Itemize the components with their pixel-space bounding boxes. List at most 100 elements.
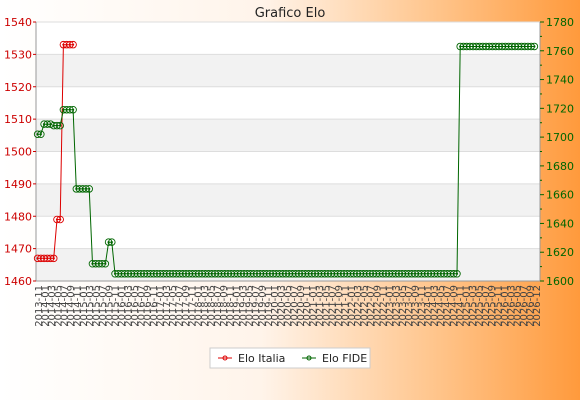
x-tick-label: 2019-01 [232, 285, 243, 327]
x-tick-label: 2016-01 [117, 285, 128, 327]
x-tick-label: 2018-07 [213, 285, 224, 327]
data-point [108, 238, 116, 246]
x-tick-label: 2017-01 [155, 285, 166, 327]
y-right-tick-label: 1720 [546, 102, 574, 115]
data-point [69, 106, 77, 114]
x-tick-label: 2020-09 [296, 285, 307, 327]
y-left-tick-label: 1520 [4, 81, 32, 94]
chart-legend: Elo Italia Elo FIDE [209, 347, 371, 369]
y-left-tick-label: 1540 [4, 16, 32, 29]
grid-band [36, 248, 540, 281]
x-tick-label: 2019-07 [251, 285, 262, 327]
x-tick-label: 2020-03 [277, 285, 288, 327]
x-tick-label: 2017-07 [175, 285, 186, 327]
x-tick-label: 2025-01 [462, 285, 473, 327]
x-tick-label: 2023-07 [404, 285, 415, 327]
x-tick-label: 2017-11 [187, 285, 198, 327]
x-tick-label: 2014-09 [66, 285, 77, 327]
y-right-tick-label: 1660 [546, 189, 574, 202]
x-tick-label: 2016-09 [143, 285, 154, 327]
data-point [56, 121, 64, 130]
y-left-tick-label: 1480 [4, 210, 32, 223]
data-point-center [104, 262, 107, 265]
x-tick-label: 2024-01 [423, 285, 434, 327]
y-right-tick-label: 1620 [546, 246, 574, 259]
x-tick-label: 2022-07 [366, 285, 377, 327]
x-tick-label: 2023-09 [411, 285, 422, 327]
data-point-center [533, 45, 536, 48]
x-tick-label: 2021-05 [321, 285, 332, 327]
grid-band [36, 54, 540, 87]
x-tick-label: 2017-09 [181, 285, 192, 327]
data-point [56, 215, 64, 224]
x-tick-label: 2024-07 [442, 285, 453, 327]
x-tick-label: 2016-03 [124, 285, 135, 327]
x-tick-label: 2015-11 [111, 285, 122, 327]
x-tick-label: 2018-11 [226, 285, 237, 327]
y-left-tick-label: 1470 [4, 243, 32, 256]
x-tick-label: 2026-09 [525, 285, 536, 327]
data-point-center [59, 218, 62, 221]
data-point-center [39, 133, 42, 136]
data-point-center [59, 124, 62, 127]
x-tick-label: 2025-03 [468, 285, 479, 327]
data-point-center [71, 108, 75, 111]
x-tick-label: 2026-05 [513, 285, 524, 327]
x-tick-label: 2025-09 [487, 285, 498, 327]
x-tick-label: 2015-05 [92, 285, 103, 327]
y-right-tick-label: 1760 [546, 45, 574, 58]
x-tick-label: 2024-05 [436, 285, 447, 327]
legend-label: Elo FIDE [322, 352, 367, 365]
x-tick-label: 2020-07 [289, 285, 300, 327]
x-tick-label: 2022-03 [353, 285, 364, 327]
series-elo-fide [33, 42, 539, 278]
x-tick-label: 2018-01 [194, 285, 205, 327]
x-tick-label: 2018-09 [219, 285, 230, 327]
x-tick-label: 2021-07 [328, 285, 339, 327]
grid-band [36, 183, 540, 217]
legend-marker [306, 355, 312, 361]
x-tick-label: 2026-03 [506, 285, 517, 327]
x-tick-label: 2015-09 [104, 285, 115, 327]
x-tick-label: 2020-11 [302, 285, 313, 327]
x-tick-label: 2024-03 [430, 285, 441, 327]
x-tick-label: 2021-01 [309, 285, 320, 327]
x-tick-label: 2016-07 [136, 285, 147, 327]
x-tick-label: 2022-05 [360, 285, 371, 327]
x-tick-label: 2023-05 [398, 285, 409, 327]
x-tick-label: 2019-09 [257, 285, 268, 327]
x-tick-label: 2014-03 [47, 285, 58, 327]
x-tick-label: 2017-05 [168, 285, 179, 327]
y-right-tick-label: 1640 [546, 217, 574, 230]
x-tick-label: 2023-11 [417, 285, 428, 327]
x-tick-label: 2022-01 [347, 285, 358, 327]
x-tick-label: 2015-01 [79, 285, 90, 327]
data-point [37, 130, 45, 138]
data-point-center [455, 272, 459, 275]
x-tick-label: 2024-11 [455, 285, 466, 327]
x-tick-label: 2014-05 [53, 285, 64, 327]
x-tick-label: 2023-03 [391, 285, 402, 327]
data-point-center [110, 241, 113, 244]
x-tick-label: 2016-11 [149, 285, 160, 327]
x-tick-label: 2020-01 [270, 285, 281, 327]
x-tick-label: 2015-07 [98, 285, 109, 327]
x-tick-label: 2021-09 [334, 285, 345, 327]
x-tick-label: 2014-01 [41, 285, 52, 327]
x-tick-label: 2025-05 [474, 285, 485, 327]
legend-box [209, 347, 371, 369]
data-point [85, 185, 93, 193]
x-tick-label: 2024-09 [449, 285, 460, 327]
x-tick-label: 2019-03 [238, 285, 249, 327]
data-point-center [52, 257, 55, 260]
y-left-tick-label: 1510 [4, 113, 32, 126]
legend-marker [222, 355, 228, 361]
data-point [69, 40, 77, 49]
x-tick-label: 2026-12 [532, 285, 543, 327]
x-tick-label: 2025-07 [481, 285, 492, 327]
x-tick-label: 2026-07 [519, 285, 530, 327]
y-right-tick-label: 1600 [546, 275, 574, 288]
y-left-tick-label: 1500 [4, 146, 32, 159]
